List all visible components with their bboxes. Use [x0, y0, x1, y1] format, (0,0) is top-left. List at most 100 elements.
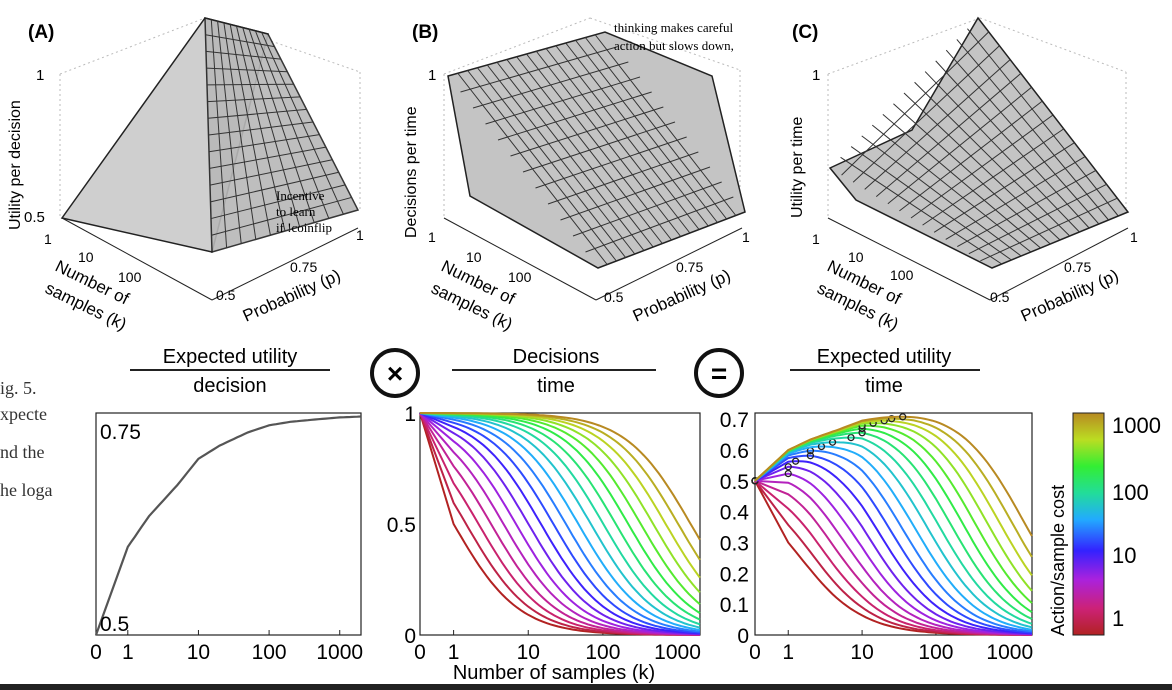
y-tick-label: 0.5 [387, 514, 416, 537]
plot3-frame [754, 412, 1033, 636]
panel-a-ktick-10: 10 [78, 249, 94, 265]
note-line-1: thinking makes careful [614, 20, 734, 35]
panel-a: (A) Utility per decision 1 0.5 1 10 100 … [7, 17, 364, 334]
mesh-line [980, 197, 1118, 262]
x-tick-label: 100 [585, 641, 620, 664]
panel-c-ztick-top: 1 [812, 67, 820, 84]
panel-a-ktick-100: 100 [118, 269, 142, 285]
bottom-border [0, 684, 1172, 690]
panel-c-ktick-1: 1 [812, 231, 820, 247]
colorbar-label: Action/sample cost [1048, 485, 1068, 636]
decision-line [419, 412, 701, 631]
mesh-line [968, 183, 1107, 255]
panel-b-note: thinking makes careful action but slows … [614, 20, 734, 53]
eq-3-denominator: time [865, 375, 903, 397]
x-tick-label: 10 [187, 641, 210, 664]
x-tick-label: 1000 [986, 641, 1033, 664]
mesh-line [460, 46, 617, 93]
panel-a-ptick-1: 1 [356, 227, 364, 243]
mesh-line [933, 142, 1075, 233]
panel-c-ptick-05: 0.5 [990, 289, 1010, 305]
utility-line [754, 472, 1032, 636]
mesh-line [957, 169, 1097, 248]
max-marker [806, 452, 815, 460]
decision-line [419, 412, 701, 541]
mesh-line [211, 196, 352, 236]
panel-c-ktick-10: 10 [848, 249, 864, 265]
x-tick-label: 100 [252, 641, 287, 664]
eq-3-numerator: Expected utility [817, 346, 952, 368]
x-tick-label: 1 [782, 641, 794, 664]
y-tick-label: 0.5 [100, 613, 129, 636]
y-tick-label: 0.6 [720, 440, 749, 463]
mesh-line [560, 166, 711, 221]
mesh-line [210, 171, 339, 203]
colorbar: Action/sample cost 1000 100 10 1 [1048, 412, 1161, 636]
colorbar-tick-100: 100 [1112, 480, 1149, 505]
mesh-line [585, 196, 734, 253]
panel-c: (C) Utility per time 1 1 10 100 Number o… [789, 16, 1138, 334]
mesh-line [207, 108, 307, 119]
plot2-frame [419, 412, 701, 636]
panel-b-label: (B) [412, 22, 438, 43]
panel-a-ptick-05: 0.5 [216, 287, 236, 303]
panel-a-mesh [205, 19, 352, 248]
caption-line-3: nd the [0, 442, 45, 462]
mesh-line [899, 100, 1043, 212]
mesh-line [864, 59, 1011, 190]
decision-line [419, 412, 701, 614]
eq-2-numerator: Decisions [513, 346, 600, 368]
plot1-frame [95, 412, 362, 636]
x-tick-label: 10 [850, 641, 873, 664]
x-tick-label: 1000 [654, 641, 701, 664]
caption-line-1: ig. 5. [0, 378, 37, 398]
panel-c-mesh [840, 28, 1119, 265]
panel-b-box [443, 17, 741, 218]
colorbar-gradient [1072, 412, 1105, 636]
max-marker [899, 413, 907, 421]
panel-c-zlabel: Utility per time [789, 117, 806, 218]
y-tick-label: 0.3 [720, 533, 749, 556]
decision-line [419, 412, 701, 633]
y-tick-label: 0 [737, 625, 749, 648]
utility-line [754, 460, 1032, 635]
panel-c-ptick-1: 1 [1130, 229, 1138, 245]
decision-line [419, 412, 700, 635]
x-tick-label: 10 [517, 641, 540, 664]
decision-line [419, 412, 701, 594]
decision-line [419, 412, 701, 629]
eq-1-denominator: decision [193, 375, 266, 397]
max-marker [858, 429, 866, 437]
panel-a-surface-right [204, 17, 360, 253]
equals-glyph: = [711, 358, 727, 389]
mesh-line [209, 146, 326, 169]
mesh-line [875, 73, 1022, 197]
mesh-line [887, 86, 1032, 205]
times-icon [370, 348, 420, 398]
eu-line [94, 415, 361, 636]
utility-line [754, 415, 1033, 537]
panel-b-ktick-100: 100 [508, 269, 532, 285]
x-tick-label: 1 [122, 641, 134, 664]
mesh-line [535, 136, 687, 189]
panel-c-ktick-100: 100 [890, 267, 914, 283]
y-tick-label: 1 [404, 403, 416, 426]
times-glyph: × [387, 358, 403, 389]
panel-b-ptick-075: 0.75 [676, 259, 703, 275]
mesh-line [547, 151, 699, 205]
caption-fragment: ig. 5. xpecte nd the he loga [0, 378, 52, 500]
decision-line [419, 412, 700, 636]
panel-a-ktick-1: 1 [44, 231, 52, 247]
mesh-line [945, 156, 1086, 240]
x-tick-label: 0 [749, 641, 761, 664]
mesh-line [206, 83, 294, 86]
mesh-line [209, 159, 333, 186]
decision-line [419, 412, 700, 634]
panel-b-ktick-1: 1 [428, 229, 436, 245]
mesh-line [522, 121, 676, 173]
decision-line [419, 412, 700, 635]
mesh-line [205, 50, 281, 60]
panel-b-ktick-10: 10 [466, 249, 482, 265]
